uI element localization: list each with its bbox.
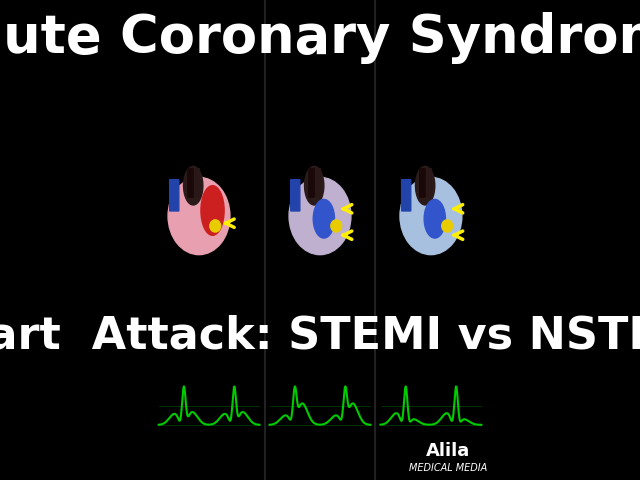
- FancyBboxPatch shape: [170, 180, 179, 211]
- FancyBboxPatch shape: [195, 168, 199, 197]
- Ellipse shape: [305, 167, 324, 205]
- Ellipse shape: [424, 200, 445, 238]
- Text: Alila: Alila: [426, 442, 470, 460]
- Ellipse shape: [210, 220, 221, 232]
- FancyBboxPatch shape: [188, 168, 193, 197]
- Text: MEDICAL MEDIA: MEDICAL MEDIA: [408, 463, 487, 473]
- Ellipse shape: [313, 200, 335, 238]
- Ellipse shape: [442, 220, 452, 232]
- Ellipse shape: [201, 186, 224, 235]
- Ellipse shape: [289, 178, 351, 254]
- Ellipse shape: [331, 220, 342, 232]
- Ellipse shape: [184, 167, 203, 205]
- Text: Heart  Attack: STEMI vs NSTEMI: Heart Attack: STEMI vs NSTEMI: [0, 314, 640, 358]
- FancyBboxPatch shape: [316, 168, 321, 197]
- Text: Acute Coronary Syndrome: Acute Coronary Syndrome: [0, 12, 640, 64]
- FancyBboxPatch shape: [309, 168, 314, 197]
- FancyBboxPatch shape: [427, 168, 431, 197]
- FancyBboxPatch shape: [420, 168, 425, 197]
- Ellipse shape: [415, 167, 435, 205]
- FancyBboxPatch shape: [401, 180, 411, 211]
- Ellipse shape: [168, 178, 230, 254]
- FancyBboxPatch shape: [291, 180, 300, 211]
- Ellipse shape: [400, 178, 462, 254]
